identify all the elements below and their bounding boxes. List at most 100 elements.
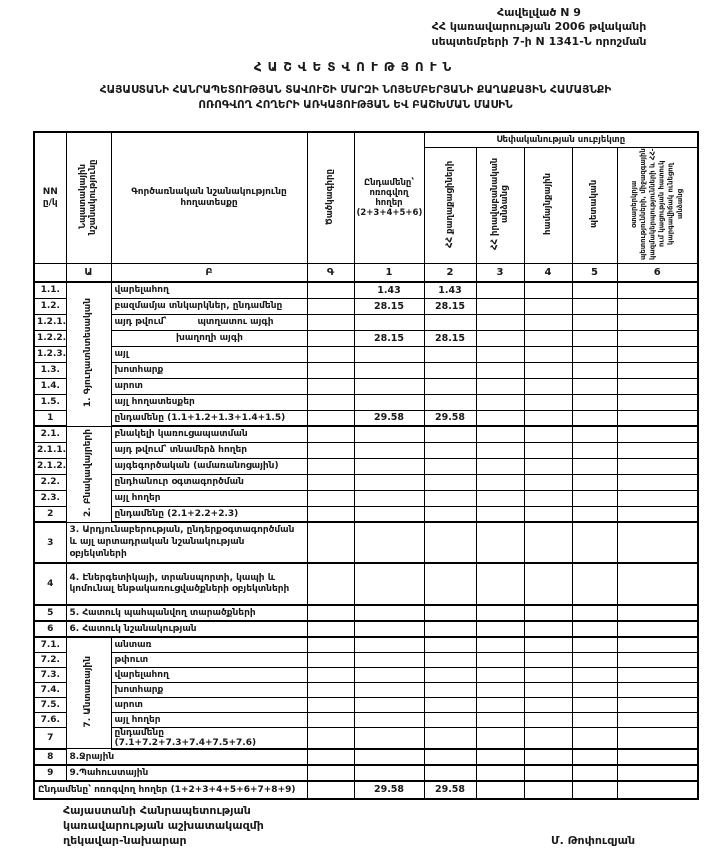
cell: [353, 489, 425, 507]
cell: [423, 521, 477, 565]
cell: այլ հողեր: [110, 489, 308, 507]
cell: [523, 562, 573, 607]
cell: [523, 726, 573, 750]
cell: 2.2.: [33, 473, 67, 491]
ownership-subject-header: Սեփականության սուբյեկտը: [423, 131, 699, 148]
cell: 7: [33, 726, 67, 750]
cell: [616, 636, 699, 653]
cell: այլ հողեր: [110, 711, 308, 728]
cell: [571, 489, 618, 507]
cell: [423, 377, 477, 395]
cell: [571, 666, 618, 683]
cell: [523, 313, 573, 331]
cell: [306, 562, 355, 607]
table-row: 2.2. ընդհանուր օգտագործման: [33, 473, 699, 491]
footer-office-line-2: կառավարության աշխատակազմի: [63, 818, 264, 832]
table-row: 2.1.2. այգեգործական (ամառանոցային): [33, 457, 699, 475]
cell: [571, 620, 618, 639]
cell: [306, 425, 355, 443]
cell: [423, 666, 477, 683]
table-row: 2.3. այլ հողեր: [33, 489, 699, 507]
table-row: 4 4. Էներգետիկայի, տրանսպորտի, կապի և կոմ…: [33, 562, 699, 607]
cell: [306, 505, 355, 524]
cell: [353, 681, 425, 698]
table-row: 2 ընդամենը (2.1+2.2+2.3): [33, 505, 699, 524]
cell: [571, 521, 618, 565]
cell: [523, 329, 573, 347]
cell: [616, 780, 699, 800]
cell-text: պտղատու այգի: [197, 317, 274, 328]
cell: [423, 711, 477, 728]
value-cell: 1.43: [423, 281, 477, 299]
cell: [616, 393, 699, 411]
cell: [523, 441, 573, 459]
cell: [423, 393, 477, 411]
cell: ընդամենը (7.1+7.2+7.3+7.4+7.5+7.6): [110, 726, 308, 750]
cell: [475, 457, 525, 475]
column-header-state: պետական: [589, 179, 600, 229]
cell: [571, 696, 618, 713]
column-index-a: Ա: [65, 263, 112, 284]
cell: [475, 281, 525, 299]
table-row: 8 8.Ջրային: [33, 748, 699, 766]
cell: [475, 329, 525, 347]
cell: [475, 726, 525, 750]
table-row: 7.4. խոտհարք: [33, 681, 699, 698]
cell: [616, 696, 699, 713]
report-title: ՀԱՇՎԵՏՎՈՒԹՅՈՒՆ: [253, 60, 458, 74]
column-index-b: Բ: [110, 263, 308, 284]
cell: [306, 297, 355, 315]
cell: [571, 297, 618, 315]
cell: ընդհանուր օգտագործման: [110, 473, 308, 491]
table-row: 9 9.Պահուստային: [33, 764, 699, 782]
cell: [616, 748, 699, 766]
cell: [523, 345, 573, 363]
table-row: 7.2. թփուտ: [33, 651, 699, 668]
cell: [423, 604, 477, 623]
cell: 8.Ջրային: [65, 748, 308, 766]
column-header-community-cell: համայնքային: [523, 146, 573, 265]
cell: [306, 604, 355, 623]
value-cell: 29.58: [423, 409, 477, 428]
cell: [306, 281, 355, 299]
table-row: 7 ընդամենը (7.1+7.2+7.3+7.4+7.5+7.6): [33, 726, 699, 750]
value-cell: 28.15: [353, 329, 425, 347]
cell: [616, 651, 699, 668]
cell: 5. Հատուկ պահպանվող տարածքների: [65, 604, 308, 623]
cell: 7.1.: [33, 636, 67, 653]
column-header-nn: NN ը/կ: [33, 131, 67, 265]
column-index-row: Ա Բ Գ 1 2 3 4 5 6: [33, 263, 699, 284]
cell: [616, 681, 699, 698]
footer-office-block: Հայաստանի Հանրապետության կառավարության ա…: [63, 804, 264, 849]
cell: 6. Հատուկ նշանակության: [65, 620, 308, 639]
cell: [523, 711, 573, 728]
cell: [616, 345, 699, 363]
cell: [306, 377, 355, 395]
report-title-block: ՀԱՇՎԵՏՎՈՒԹՅՈՒՆ ՀԱՅԱՍՏԱՆԻ ՀԱՆՐԱՊԵՏՈՒԹՅԱՆ …: [0, 60, 711, 113]
cell: [423, 441, 477, 459]
cell: 7.3.: [33, 666, 67, 683]
cell: 9: [33, 764, 67, 782]
cell: 1.2.2.: [33, 329, 67, 347]
cell: [523, 748, 573, 766]
cell: [571, 681, 618, 698]
cell: [571, 393, 618, 411]
cell: [475, 562, 525, 607]
value-cell: 28.15: [353, 297, 425, 315]
cell: 7.2.: [33, 651, 67, 668]
cell: [475, 604, 525, 623]
cell: [571, 457, 618, 475]
cell: [306, 489, 355, 507]
cell: [523, 696, 573, 713]
cell: 1.1.: [33, 281, 67, 299]
cell: [475, 489, 525, 507]
cell: [616, 562, 699, 607]
cell: [306, 313, 355, 331]
cell: խոտհարք: [110, 361, 308, 379]
column-index-3: 3: [475, 263, 525, 284]
cell: [306, 696, 355, 713]
cell: 1.3.: [33, 361, 67, 379]
report-subtitle-line-2: ՈՌՈԳՎՈՂ ՀՈՂԵՐԻ ԱՌԿԱՅՈՒԹՅԱՆ ԵՎ ԲԱՇԽՄԱՆ ՄԱ…: [198, 99, 513, 112]
cell: [306, 666, 355, 683]
group-label: 7. Անտառային: [83, 655, 94, 728]
